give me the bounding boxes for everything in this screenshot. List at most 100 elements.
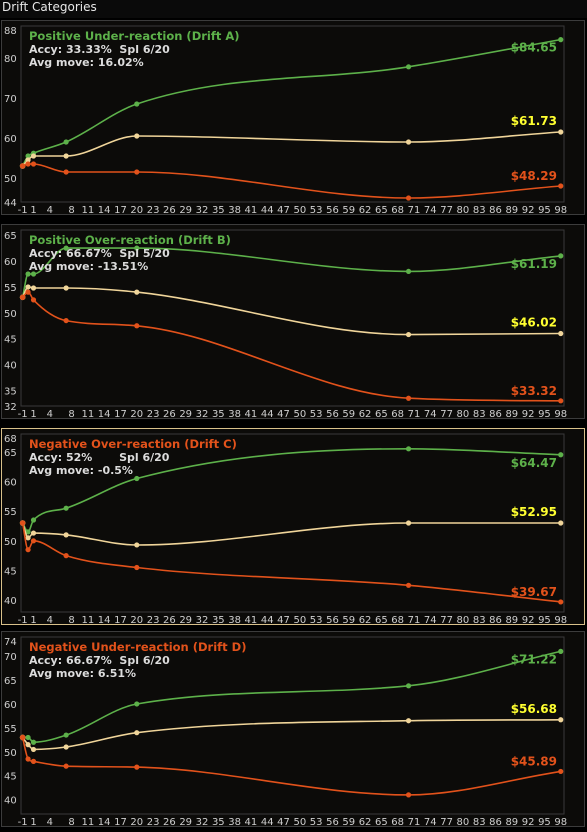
x-tick-label: 59 xyxy=(342,615,355,626)
data-point-tan[interactable] xyxy=(134,730,140,736)
data-point-green[interactable] xyxy=(558,253,564,259)
data-point-green[interactable] xyxy=(405,446,412,452)
data-point-orange[interactable] xyxy=(25,289,31,295)
data-point-orange[interactable] xyxy=(558,183,564,189)
data-point-orange[interactable] xyxy=(134,764,140,770)
x-tick-label: 8 xyxy=(68,409,74,420)
series-line-orange xyxy=(22,291,561,402)
data-point-orange[interactable] xyxy=(30,297,37,303)
data-point-orange[interactable] xyxy=(30,161,37,167)
data-point-orange[interactable] xyxy=(63,763,69,769)
data-point-orange[interactable] xyxy=(558,398,564,404)
data-point-tan[interactable] xyxy=(25,535,31,541)
x-tick-label: 8 xyxy=(68,615,74,626)
data-point-green[interactable] xyxy=(405,268,412,275)
data-point-orange[interactable] xyxy=(134,323,140,329)
x-tick-label: 98 xyxy=(554,409,567,420)
chart-panel[interactable]: 40 45 50 55 60 65 70 74 -1 1 4 8 11 14 17 20 23 26 29 32 35 3… xyxy=(1,631,585,828)
data-point-tan[interactable] xyxy=(558,717,564,723)
data-point-orange[interactable] xyxy=(134,169,140,175)
data-point-orange[interactable] xyxy=(405,395,412,401)
data-point-orange[interactable] xyxy=(30,538,37,544)
chart-panel[interactable]: 44 50 60 70 80 88 -1 1 4 8 11 14 17 20 23 26 29 32 35 38 41 4… xyxy=(1,20,585,216)
data-point-orange[interactable] xyxy=(134,564,140,571)
data-point-green[interactable] xyxy=(558,648,564,654)
data-point-green[interactable] xyxy=(405,64,412,70)
data-point-green[interactable] xyxy=(25,734,31,741)
data-point-orange[interactable] xyxy=(558,768,564,775)
data-point-tan[interactable] xyxy=(558,129,564,135)
data-point-green[interactable] xyxy=(30,517,37,523)
data-point-orange[interactable] xyxy=(63,317,69,324)
data-point-green[interactable] xyxy=(63,139,69,145)
y-tick-label: 65 xyxy=(4,448,17,459)
data-point-tan[interactable] xyxy=(30,746,37,753)
data-point-green[interactable] xyxy=(63,245,69,251)
data-point-tan[interactable] xyxy=(30,285,37,291)
x-tick-label: 29 xyxy=(179,615,192,626)
data-point-tan[interactable] xyxy=(30,153,37,159)
data-point-green[interactable] xyxy=(63,732,69,738)
data-point-green[interactable] xyxy=(25,153,31,159)
data-point-orange[interactable] xyxy=(30,758,37,764)
data-point-green[interactable] xyxy=(558,452,564,458)
end-value-label: $52.95 xyxy=(511,505,557,519)
data-point-green[interactable] xyxy=(134,475,140,482)
data-point-orange[interactable] xyxy=(19,520,26,526)
data-point-orange[interactable] xyxy=(19,294,26,301)
data-point-green[interactable] xyxy=(558,37,564,43)
data-point-tan[interactable] xyxy=(63,285,69,291)
data-point-tan[interactable] xyxy=(25,284,31,290)
data-point-green[interactable] xyxy=(63,505,69,511)
data-point-tan[interactable] xyxy=(25,742,31,748)
data-point-orange[interactable] xyxy=(558,599,564,605)
x-tick-label: 77 xyxy=(440,409,453,420)
x-tick-label: 50 xyxy=(293,205,306,216)
data-point-tan[interactable] xyxy=(63,744,69,750)
data-point-green[interactable] xyxy=(134,245,140,251)
data-point-green[interactable] xyxy=(134,701,140,707)
data-point-green[interactable] xyxy=(30,271,37,277)
data-point-tan[interactable] xyxy=(558,330,564,337)
avg-move-line: Avg move: 16.02% xyxy=(29,56,144,69)
data-point-tan[interactable] xyxy=(405,718,412,724)
data-point-orange[interactable] xyxy=(63,169,69,175)
data-point-green[interactable] xyxy=(30,739,37,745)
chart-panel[interactable]: 40 45 50 55 60 65 68 -1 1 4 8 11 14 17 20 23 26 29 32 35 38 4… xyxy=(1,428,585,626)
data-point-green[interactable] xyxy=(405,683,412,689)
x-tick-label: 32 xyxy=(196,817,209,828)
x-tick-label: 20 xyxy=(130,615,143,626)
data-point-orange[interactable] xyxy=(25,756,31,762)
data-point-orange[interactable] xyxy=(19,163,26,169)
plot-frame xyxy=(20,25,565,203)
x-tick-label: 68 xyxy=(391,205,404,216)
y-tick-label: 68 xyxy=(4,434,17,445)
data-point-orange[interactable] xyxy=(19,734,26,741)
data-point-green[interactable] xyxy=(25,529,31,535)
data-point-tan[interactable] xyxy=(558,520,564,526)
end-value-label: $84.65 xyxy=(511,41,557,55)
x-tick-label: 20 xyxy=(130,409,143,420)
data-point-tan[interactable] xyxy=(25,157,31,163)
data-point-orange[interactable] xyxy=(405,792,412,798)
data-point-tan[interactable] xyxy=(405,331,412,338)
data-point-orange[interactable] xyxy=(405,582,412,588)
x-tick-label: 83 xyxy=(473,205,486,216)
data-point-tan[interactable] xyxy=(134,289,140,295)
data-point-orange[interactable] xyxy=(405,195,412,201)
data-point-tan[interactable] xyxy=(405,139,412,145)
data-point-tan[interactable] xyxy=(63,153,69,159)
data-point-orange[interactable] xyxy=(63,553,69,559)
x-tick-label: 68 xyxy=(391,409,404,420)
end-value-label: $56.68 xyxy=(511,702,557,716)
data-point-tan[interactable] xyxy=(30,530,37,536)
data-point-tan[interactable] xyxy=(405,520,412,526)
data-point-orange[interactable] xyxy=(25,547,31,553)
data-point-orange[interactable] xyxy=(25,161,31,167)
data-point-green[interactable] xyxy=(25,271,31,277)
chart-panel[interactable]: 32 35 40 45 50 55 60 65 -1 1 4 8 11 14 17 20 23 26 29 32 35 3… xyxy=(1,224,585,420)
data-point-tan[interactable] xyxy=(134,133,140,139)
data-point-tan[interactable] xyxy=(134,542,140,548)
data-point-tan[interactable] xyxy=(63,532,69,538)
data-point-green[interactable] xyxy=(134,101,140,107)
